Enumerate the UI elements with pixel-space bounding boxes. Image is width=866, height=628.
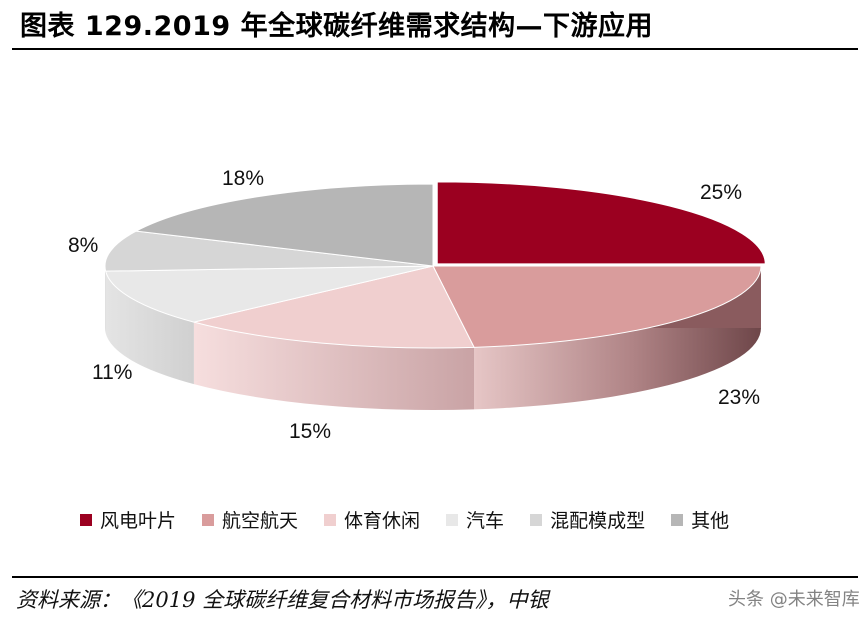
pie-side-2 (193, 322, 475, 410)
title-rule (12, 48, 858, 50)
legend-item-1: 航空航天 (202, 506, 298, 533)
pie-slice-2 (193, 265, 475, 349)
slice-label-1: 23% (718, 386, 760, 409)
legend: 风电叶片 航空航天 体育休闲 汽车 混配模成型 其他 (80, 506, 729, 533)
pie-slice-4 (104, 230, 434, 272)
legend-item-4: 混配模成型 (530, 506, 645, 533)
legend-swatch-1 (202, 513, 215, 526)
chart-title: 图表 129.2019 年全球碳纤维需求结构—下游应用 (20, 11, 654, 42)
legend-label-2: 体育休闲 (344, 510, 421, 532)
slice-label-4: 8% (68, 234, 98, 257)
legend-swatch-5 (671, 513, 684, 526)
pie-side-3 (105, 271, 194, 385)
legend-label-3: 汽车 (466, 510, 505, 532)
pie-side-1 (474, 266, 761, 410)
legend-item-5: 其他 (671, 506, 729, 533)
source-note: 资料来源：《2019 全球碳纤维复合材料市场报告》，中银 (16, 588, 549, 612)
legend-swatch-2 (324, 513, 337, 526)
pie-tops (104, 181, 766, 349)
pie-chart: 25% 23% 15% 11% 8% 18% (68, 167, 766, 443)
legend-item-2: 体育休闲 (324, 506, 420, 533)
slice-label-2: 15% (289, 420, 331, 443)
legend-label-1: 航空航天 (222, 510, 299, 532)
legend-swatch-3 (446, 513, 459, 526)
legend-item-0: 风电叶片 (80, 506, 176, 533)
legend-label-5: 其他 (691, 510, 730, 532)
pie-slice-3 (105, 265, 434, 323)
slice-label-5: 18% (222, 167, 264, 190)
pie-slice-1 (432, 265, 762, 348)
watermark: 头条 @未来智库 (728, 589, 860, 610)
slice-label-0: 25% (700, 181, 742, 204)
source-rule (12, 576, 858, 578)
pie-slice-0 (436, 181, 766, 265)
slice-label-3: 11% (92, 361, 132, 384)
legend-label-4: 混配模成型 (550, 510, 646, 532)
legend-swatch-4 (530, 513, 543, 526)
legend-label-0: 风电叶片 (100, 510, 177, 532)
legend-item-3: 汽车 (446, 506, 504, 533)
pie-labels: 25% 23% 15% 11% 8% 18% (68, 167, 760, 443)
pie-side-4 (105, 266, 106, 334)
legend-swatch-0 (80, 513, 92, 526)
pie-slice-5 (134, 183, 434, 267)
